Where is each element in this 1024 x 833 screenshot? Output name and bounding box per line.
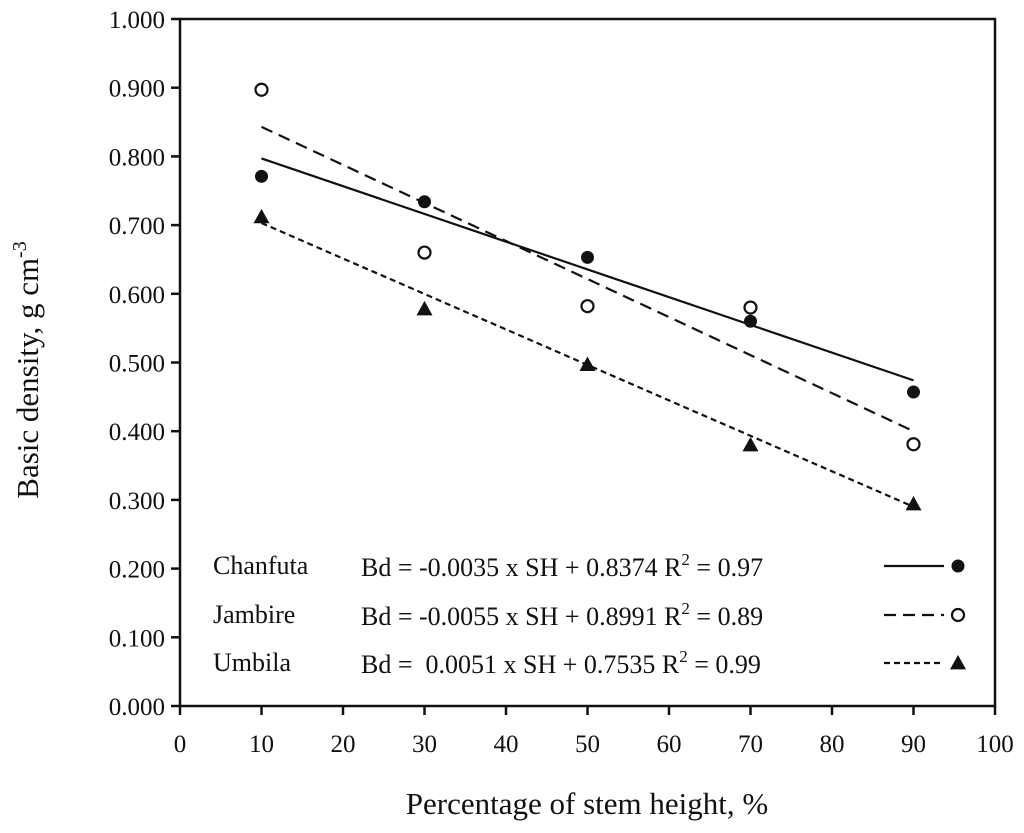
r-squared-value: = 0.89 <box>690 602 763 631</box>
data-point-umbila <box>905 496 922 511</box>
x-tick-label: 100 <box>976 731 1014 758</box>
x-tick-label: 0 <box>174 731 187 758</box>
r-squared-superscript: 2 <box>681 550 690 569</box>
y-tick-label: 0.600 <box>109 282 165 309</box>
legend-name-umbila: Umbila <box>213 648 291 677</box>
y-tick-label: 0.100 <box>109 625 165 652</box>
x-tick-label: 40 <box>494 731 519 758</box>
r-squared-value: = 0.97 <box>690 553 763 582</box>
legend-equation-jambire: Bd = -0.0055 x SH + 0.8991 R2 = 0.89 <box>361 599 763 631</box>
equation-text: Bd = -0.0035 x SH + 0.8374 R <box>361 553 682 582</box>
data-markers <box>253 82 922 511</box>
data-point-jambire <box>743 300 758 315</box>
x-tick-label: 80 <box>820 731 845 758</box>
y-tick-label: 0.900 <box>109 76 165 103</box>
y-axis-title-exponent: -3 <box>9 241 31 258</box>
equation-text: Bd = 0.0051 x SH + 0.7535 R <box>361 650 680 679</box>
legend-marker-umbila <box>950 655 966 670</box>
data-point-chanfuta <box>581 250 594 264</box>
data-point-umbila <box>416 300 433 316</box>
y-tick-label: 1.000 <box>109 7 165 34</box>
data-point-chanfuta <box>744 314 757 328</box>
y-tick-label: 0.700 <box>109 213 165 240</box>
data-point-jambire <box>580 299 595 314</box>
r-squared-value: = 0.99 <box>688 650 761 679</box>
x-tick-label: 90 <box>901 731 926 758</box>
y-tick-label: 0.400 <box>109 419 165 446</box>
data-point-jambire <box>417 245 432 260</box>
fit-line-chanfuta <box>261 157 914 382</box>
data-point-jambire <box>254 82 269 97</box>
legend-equation-umbila: Bd = 0.0051 x SH + 0.7535 R2 = 0.99 <box>361 647 761 679</box>
r-squared-superscript: 2 <box>679 647 688 666</box>
data-point-chanfuta <box>255 169 268 183</box>
legend-marker-chanfuta <box>951 559 965 573</box>
data-point-umbila <box>742 436 759 452</box>
y-axis-title-main: Basic density, g cm <box>10 258 45 499</box>
fit-line-jambire <box>261 125 914 433</box>
x-axis: 0 10 20 30 40 50 60 70 80 90 100 <box>174 706 1014 758</box>
x-tick-label: 20 <box>331 731 356 758</box>
legend-name-chanfuta: Chanfuta <box>213 551 309 580</box>
data-point-umbila <box>579 356 596 371</box>
y-tick-label: 0.500 <box>109 351 165 378</box>
y-tick-label: 0.200 <box>109 557 165 584</box>
legend-name-jambire: Jambire <box>213 600 295 629</box>
equation-text: Bd = -0.0055 x SH + 0.8991 R <box>361 602 682 631</box>
data-point-jambire <box>906 437 921 452</box>
x-tick-label: 50 <box>575 731 600 758</box>
x-tick-label: 70 <box>738 731 763 758</box>
legend-marker-jambire <box>950 607 966 623</box>
legend-equation-chanfuta: Bd = -0.0035 x SH + 0.8374 R2 = 0.97 <box>361 550 763 582</box>
x-tick-label: 30 <box>412 731 437 758</box>
regression-lines <box>261 125 914 508</box>
x-tick-label: 60 <box>657 731 682 758</box>
r-squared-superscript: 2 <box>681 599 690 618</box>
y-tick-label: 0.300 <box>109 488 165 515</box>
legend: Chanfuta Bd = -0.0035 x SH + 0.8374 R2 = … <box>213 550 966 679</box>
x-axis-title: Percentage of stem height, % <box>406 786 768 821</box>
y-tick-label: 0.000 <box>109 694 165 721</box>
y-axis-title: Basic density, g cm-3 <box>9 241 45 498</box>
data-point-chanfuta <box>907 385 920 399</box>
x-tick-label: 10 <box>249 731 274 758</box>
y-tick-label: 0.800 <box>109 144 165 171</box>
y-axis: 0.000 0.100 0.200 0.300 0.400 0.500 0.600 0.700… <box>109 7 180 721</box>
data-point-chanfuta <box>418 195 431 209</box>
data-point-umbila <box>253 208 270 224</box>
